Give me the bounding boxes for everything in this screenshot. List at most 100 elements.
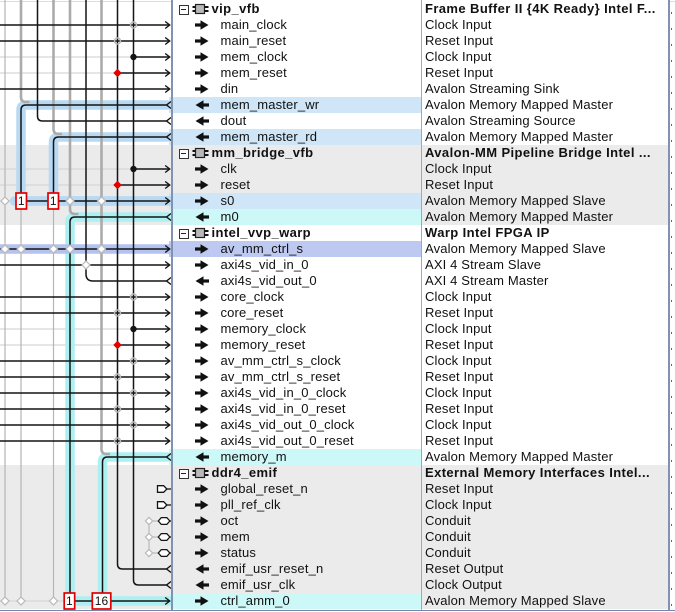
description-cell-dout[interactable]: Avalon Streaming Source (421, 113, 668, 129)
clock-connection-dot[interactable] (130, 325, 137, 333)
module-row-intel_vvp_warp[interactable]: intel_vvp_warp (172, 225, 421, 241)
clock-connection-dot[interactable] (130, 165, 137, 173)
port-row-mem_reset[interactable]: mem_reset (172, 65, 421, 81)
possible-connection-diamond[interactable] (0, 196, 10, 206)
description-cell-mem_master_wr[interactable]: Avalon Memory Mapped Master (421, 97, 668, 113)
open-connection-point[interactable] (113, 309, 122, 317)
possible-connection-diamond[interactable] (65, 244, 75, 254)
port-row-pll_ref_clk[interactable]: pll_ref_clk (172, 497, 421, 513)
description-cell-axi4s_vid_out_0_reset[interactable]: Reset Input (421, 433, 668, 449)
port-row-ctrl_amm_0[interactable]: ctrl_amm_0 (172, 593, 421, 609)
port-row-oct[interactable]: oct (172, 513, 421, 529)
description-cell-din[interactable]: Avalon Streaming Sink (421, 81, 668, 97)
open-connection-point[interactable] (113, 37, 122, 45)
description-cell-clk[interactable]: Clock Input (421, 161, 668, 177)
description-cell-m0[interactable]: Avalon Memory Mapped Master (421, 209, 668, 225)
port-row-main_clock[interactable]: main_clock (172, 17, 421, 33)
port-row-memory_reset[interactable]: memory_reset (172, 337, 421, 353)
possible-connection-diamond[interactable] (48, 596, 59, 606)
port-row-axi4s_vid_in_0[interactable]: axi4s_vid_in_0 (172, 257, 421, 273)
description-cell-intel_vvp_warp[interactable]: Warp Intel FPGA IP (421, 225, 668, 241)
description-cell-av_mm_ctrl_s_clock[interactable]: Clock Input (421, 353, 668, 369)
description-cell-mem_master_rd[interactable]: Avalon Memory Mapped Master (421, 129, 668, 145)
export-flag-pin[interactable] (156, 501, 173, 509)
description-cell-emif_usr_clk[interactable]: Clock Output (421, 577, 668, 593)
description-cell-vip_vfb[interactable]: Frame Buffer II {4K Ready} Intel F... (421, 1, 668, 17)
arbitration-share-box[interactable]: 16 (91, 592, 112, 610)
description-cell-emif_usr_reset_n[interactable]: Reset Output (421, 561, 668, 577)
port-row-reset[interactable]: reset (172, 177, 421, 193)
collapse-toggle-icon[interactable] (178, 468, 189, 479)
description-cell-s0[interactable]: Avalon Memory Mapped Slave (421, 193, 668, 209)
collapse-toggle-icon[interactable] (178, 148, 189, 159)
arbitration-share-box[interactable]: 1 (63, 592, 76, 610)
description-cell-axi4s_vid_in_0_clock[interactable]: Clock Input (421, 385, 668, 401)
port-row-core_clock[interactable]: core_clock (172, 289, 421, 305)
description-cell-core_reset[interactable]: Reset Input (421, 305, 668, 321)
port-row-emif_usr_reset_n[interactable]: emif_usr_reset_n (172, 561, 421, 577)
collapse-toggle-icon[interactable] (178, 228, 189, 239)
description-cell-axi4s_vid_in_0_reset[interactable]: Reset Input (421, 401, 668, 417)
possible-connection-diamond[interactable] (96, 196, 107, 206)
description-cell-mem_reset[interactable]: Reset Input (421, 65, 668, 81)
port-row-clk[interactable]: clk (172, 161, 421, 177)
description-cell-global_reset_n[interactable]: Reset Input (421, 481, 668, 497)
port-row-status[interactable]: status (172, 545, 421, 561)
description-cell-mem[interactable]: Conduit (421, 529, 668, 545)
description-cell-axi4s_vid_out_0[interactable]: AXI 4 Stream Master (421, 273, 668, 289)
port-row-av_mm_ctrl_s_reset[interactable]: av_mm_ctrl_s_reset (172, 369, 421, 385)
description-cell-reset[interactable]: Reset Input (421, 177, 668, 193)
open-connection-point[interactable] (113, 405, 122, 413)
port-row-axi4s_vid_out_0[interactable]: axi4s_vid_out_0 (172, 273, 421, 289)
description-cell-core_clock[interactable]: Clock Input (421, 289, 668, 305)
port-row-s0[interactable]: s0 (172, 193, 421, 209)
port-row-av_mm_ctrl_s[interactable]: av_mm_ctrl_s (172, 241, 421, 257)
port-row-av_mm_ctrl_s_clock[interactable]: av_mm_ctrl_s_clock (172, 353, 421, 369)
open-connection-point[interactable] (113, 437, 122, 445)
description-cell-mm_bridge_vfb[interactable]: Avalon-MM Pipeline Bridge Intel ... (421, 145, 668, 161)
description-cell-oct[interactable]: Conduit (421, 513, 668, 529)
arbitration-share-box[interactable]: 1 (15, 192, 28, 210)
open-connection-point[interactable] (129, 21, 138, 29)
description-cell-main_clock[interactable]: Clock Input (421, 17, 668, 33)
possible-connection-diamond[interactable] (65, 196, 75, 206)
description-cell-pll_ref_clk[interactable]: Clock Input (421, 497, 668, 513)
port-row-global_reset_n[interactable]: global_reset_n (172, 481, 421, 497)
port-row-din[interactable]: din (172, 81, 421, 97)
description-cell-memory_reset[interactable]: Reset Input (421, 337, 668, 353)
conduit-export-pin[interactable] (144, 516, 173, 526)
port-row-emif_usr_clk[interactable]: emif_usr_clk (172, 577, 421, 593)
port-row-main_reset[interactable]: main_reset (172, 33, 421, 49)
port-row-axi4s_vid_out_0_clock[interactable]: axi4s_vid_out_0_clock (172, 417, 421, 433)
description-cell-memory_m[interactable]: Avalon Memory Mapped Master (421, 449, 668, 465)
reset-connection-diamond[interactable] (113, 180, 122, 190)
possible-connection-diamond[interactable] (96, 244, 107, 254)
port-row-memory_m[interactable]: memory_m (172, 449, 421, 465)
port-row-mem_master_wr[interactable]: mem_master_wr (172, 97, 421, 113)
conduit-export-pin[interactable] (144, 532, 173, 542)
description-cell-mem_clock[interactable]: Clock Input (421, 49, 668, 65)
open-connection-point[interactable] (129, 421, 138, 429)
description-cell-ddr4_emif[interactable]: External Memory Interfaces Intel... (421, 465, 668, 481)
reset-connection-diamond[interactable] (113, 340, 122, 350)
description-cell-av_mm_ctrl_s_reset[interactable]: Reset Input (421, 369, 668, 385)
port-row-axi4s_vid_out_0_reset[interactable]: axi4s_vid_out_0_reset (172, 433, 421, 449)
port-row-mem_clock[interactable]: mem_clock (172, 49, 421, 65)
clock-connection-dot[interactable] (130, 53, 137, 61)
port-row-memory_clock[interactable]: memory_clock (172, 321, 421, 337)
open-connection-point[interactable] (129, 293, 138, 301)
description-cell-main_reset[interactable]: Reset Input (421, 33, 668, 49)
port-row-mem_master_rd[interactable]: mem_master_rd (172, 129, 421, 145)
description-cell-ctrl_amm_0[interactable]: Avalon Memory Mapped Slave (421, 593, 668, 609)
possible-connection-diamond[interactable] (16, 244, 26, 254)
description-cell-memory_clock[interactable]: Clock Input (421, 321, 668, 337)
possible-connection-diamond[interactable] (16, 596, 26, 606)
possible-connection-diamond[interactable] (48, 244, 59, 254)
port-row-core_reset[interactable]: core_reset (172, 305, 421, 321)
port-row-dout[interactable]: dout (172, 113, 421, 129)
possible-connection-diamond[interactable] (0, 596, 10, 606)
description-cell-axi4s_vid_in_0[interactable]: AXI 4 Stream Slave (421, 257, 668, 273)
arbitration-share-box[interactable]: 1 (47, 192, 60, 210)
collapse-toggle-icon[interactable] (178, 4, 189, 15)
open-connection-point[interactable] (113, 373, 122, 381)
